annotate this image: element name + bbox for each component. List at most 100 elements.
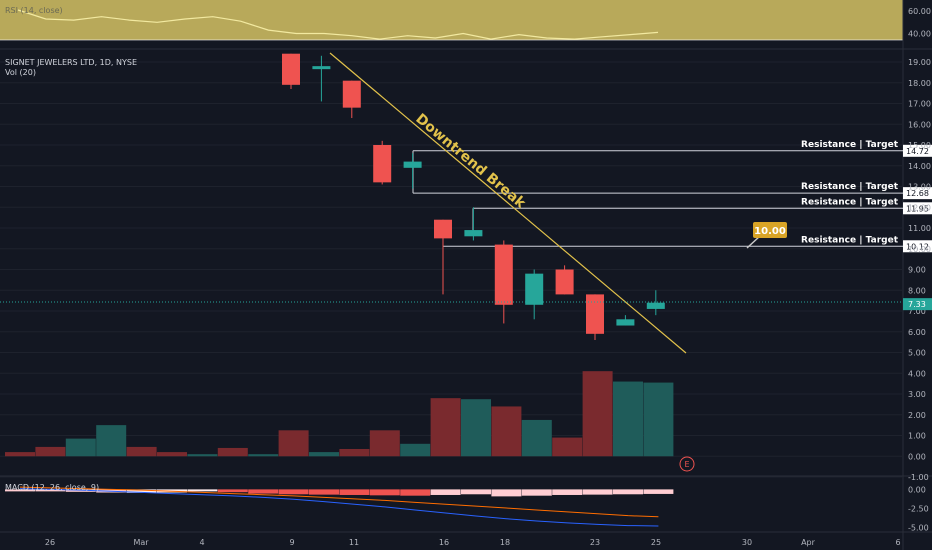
macd-histogram-bar (248, 489, 279, 494)
time-tick-label: 25 (651, 538, 661, 547)
volume-bar (157, 452, 187, 457)
price-tick-label: 8.00 (908, 286, 926, 295)
candle[interactable] (555, 265, 574, 295)
downtrend-line[interactable] (329, 52, 687, 354)
price-tick-label: 6.00 (908, 328, 926, 337)
volume-bar (400, 443, 431, 457)
resistance-label: Resistance | Target (801, 182, 899, 192)
resistance-price-tag (903, 187, 932, 200)
candle-body (494, 244, 513, 305)
price-tick-label: 4.00 (908, 369, 926, 378)
rsi-line (17, 9, 659, 40)
rsi-tick-label: 60.00 (908, 7, 931, 16)
time-tick-label: 9 (289, 538, 294, 547)
trendline-label: Downtrend Break (412, 111, 528, 212)
volume-label: Vol (20) (5, 68, 36, 77)
candle[interactable] (494, 240, 513, 324)
rsi-tick-label: 40.00 (908, 29, 931, 38)
candle-body (312, 66, 331, 70)
price-tick-label: 19.00 (908, 58, 931, 67)
volume-bar (643, 382, 674, 457)
volume-bar (369, 430, 400, 457)
resistance-price-tag (903, 202, 932, 215)
candle[interactable] (434, 219, 452, 295)
current-price-tag (903, 298, 932, 311)
time-tick-label: 23 (590, 538, 600, 547)
macd-histogram-bar (369, 489, 400, 496)
candle[interactable] (403, 153, 422, 189)
candle-body (464, 230, 483, 237)
volume-bar (65, 438, 96, 457)
candle[interactable] (342, 80, 361, 119)
volume-bars (5, 371, 674, 457)
resistance-label: Resistance | Target (801, 197, 899, 207)
price-tick-label: 3.00 (908, 390, 926, 399)
price-tick-label: 18.00 (908, 79, 931, 88)
candle-body (342, 80, 361, 108)
macd-histogram-bar (643, 489, 674, 494)
candle[interactable] (282, 53, 300, 89)
candle[interactable] (646, 290, 665, 316)
time-tick-label: 4 (199, 538, 204, 547)
candle[interactable] (464, 207, 483, 241)
volume-bar (430, 398, 461, 457)
macd-histogram-bar (309, 489, 339, 495)
candle[interactable] (312, 55, 331, 102)
volume-bar (278, 430, 309, 457)
macd-pane (5, 486, 674, 527)
earnings-marker[interactable]: E (679, 456, 695, 472)
price-tick-label: 10.00 (908, 245, 931, 254)
candle-body (586, 294, 604, 334)
volume-bar (96, 425, 127, 457)
macd-histogram-bar (400, 489, 431, 496)
price-tick-label: 15.00 (908, 141, 931, 150)
macd-histogram-bar (339, 489, 370, 495)
macd-signal-line (19, 486, 659, 518)
volume-bar (126, 446, 157, 457)
time-tick-label: 26 (45, 538, 55, 547)
candle-body (434, 219, 452, 239)
macd-histogram-bar (582, 489, 613, 495)
macd-histogram-bar (430, 489, 461, 495)
chart-title: SIGNET JEWELERS LTD, 1D, NYSE (5, 58, 137, 67)
macd-histogram-bar (35, 489, 66, 492)
macd-histogram-bar (187, 489, 218, 492)
time-axis: 26 Mar 4 9 11 16 18 23 25 30 Apr 6 (45, 538, 901, 547)
resistance-price-label: 11.95 (906, 204, 929, 213)
price-tick-label: 7.00 (908, 307, 926, 316)
price-tick-label: 17.00 (908, 100, 931, 109)
volume-bar (491, 406, 522, 457)
volume-bar (217, 447, 248, 457)
volume-bar (552, 437, 583, 457)
macd-histogram-bar (5, 489, 35, 492)
resistance-price-label: 12.68 (906, 189, 929, 198)
candle[interactable] (616, 315, 635, 326)
time-tick-label: 30 (742, 538, 752, 547)
callout-label: 10.00 (754, 226, 786, 237)
time-tick-label: 16 (439, 538, 449, 547)
time-tick-label: Apr (801, 538, 816, 547)
macd-tick-label: -5.00 (908, 523, 929, 532)
candle[interactable] (373, 140, 392, 185)
rsi-label: RSI (14, close) (5, 6, 63, 15)
price-callout[interactable]: 10.00 (746, 222, 787, 249)
price-tick-label: 12.00 (908, 203, 931, 212)
candle-body (646, 302, 665, 309)
resistance-price-label: 10.12 (906, 242, 929, 251)
time-tick-label: 11 (349, 538, 359, 547)
macd-line (19, 488, 659, 527)
macd-tick-label: -2.50 (908, 504, 929, 513)
candle-body (403, 161, 422, 168)
macd-histogram-bar (521, 489, 552, 496)
candles (282, 53, 665, 341)
price-axis: 19.00 18.00 17.00 16.00 15.00 14.00 13.00 12.00… (903, 7, 932, 532)
current-price-label: 7.33 (908, 300, 926, 309)
price-tick-label: 5.00 (908, 349, 926, 358)
volume-bar (35, 446, 66, 457)
candle[interactable] (525, 269, 544, 320)
resistance-levels: Resistance | Target 14.72 Resistance | Tar… (412, 140, 932, 253)
volume-bar (309, 452, 339, 457)
candle[interactable] (586, 294, 604, 341)
price-tick-label: -1.00 (908, 473, 929, 482)
